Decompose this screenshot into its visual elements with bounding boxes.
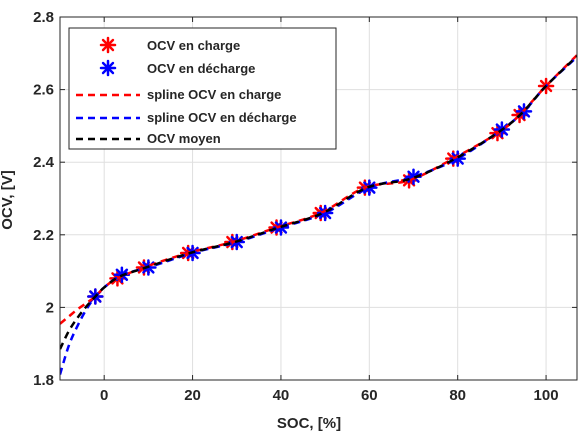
legend-item-ocv-en-charge: OCV en charge: [99, 36, 240, 54]
legend-label-decharge: OCV en décharge: [147, 61, 255, 76]
series-layer: [60, 54, 577, 375]
y-tick-label: 2.6: [33, 82, 54, 99]
legend-asterisk: [99, 59, 117, 77]
series-ocv-moyen: [60, 55, 577, 350]
legend-item-spline-charge: spline OCV en charge: [76, 87, 281, 102]
legend: OCV en charge OCV en décharge spline OCV…: [68, 27, 337, 150]
legend-box: [68, 27, 337, 150]
legend-marker-decharge: [99, 59, 117, 77]
x-tick-label: 80: [449, 387, 466, 404]
legend-item-ocv-moyen: OCV moyen: [76, 131, 221, 146]
x-tick-label: 60: [361, 387, 378, 404]
legend-label-spline-charge: spline OCV en charge: [147, 87, 281, 102]
legend-label-spline-decharge: spline OCV en décharge: [147, 110, 297, 125]
legend-item-ocv-en-decharge: OCV en décharge: [99, 59, 255, 77]
y-tick-label: 2.2: [33, 227, 54, 244]
y-tick-label: 2.4: [33, 154, 55, 171]
x-tick-label: 20: [184, 387, 201, 404]
y-tick-label: 2.8: [33, 9, 54, 26]
legend-marker-charge: [99, 36, 117, 54]
y-tick-label: 2: [46, 299, 54, 316]
axes-box: [59, 16, 578, 381]
legend-asterisk: [99, 36, 117, 54]
x-tick-label: 100: [534, 387, 559, 404]
y-axis-label: OCV, [V]: [0, 170, 16, 229]
ticks: 0 20 40 60 80 100 1.8 2 2.2 2.4 2.6 2.8: [33, 9, 577, 404]
y-tick-label: 1.8: [33, 372, 54, 389]
x-tick-label: 40: [273, 387, 290, 404]
legend-label-ocv-moyen: OCV moyen: [147, 131, 221, 146]
marker-stroke: [101, 61, 115, 75]
legend-label-charge: OCV en charge: [147, 38, 240, 53]
x-tick-label: 0: [100, 387, 108, 404]
marker-stroke: [101, 38, 115, 52]
legend-item-spline-decharge: spline OCV en décharge: [76, 110, 297, 125]
x-axis-label: SOC, [%]: [277, 415, 341, 432]
series-spline-ocv-en-charge: [60, 54, 577, 325]
